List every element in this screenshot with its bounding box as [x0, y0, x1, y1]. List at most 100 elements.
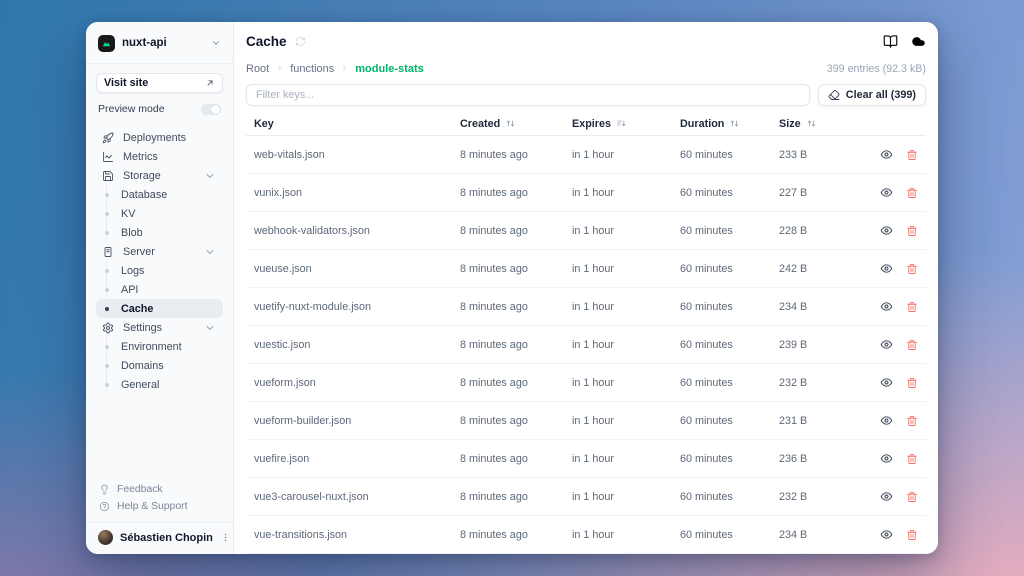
project-selector[interactable]: nuxt-api [96, 30, 223, 56]
delete-entry-button[interactable] [906, 377, 918, 389]
cell-size: 232 B [779, 490, 808, 503]
sidebar-item-label: General [121, 378, 160, 391]
sidebar-item-settings[interactable]: Settings [96, 318, 223, 337]
cell-created: 8 minutes ago [460, 414, 528, 427]
cell-expires: in 1 hour [572, 262, 615, 275]
cloud-icon[interactable] [911, 34, 926, 49]
view-entry-button[interactable] [880, 528, 893, 541]
cell-duration: 60 minutes [680, 300, 733, 313]
sidebar-item-label: Storage [123, 169, 161, 182]
sidebar-item-blob[interactable]: Blob [96, 223, 223, 242]
row-actions [866, 300, 926, 313]
cell-size: 232 B [779, 376, 808, 389]
sort-updown-icon[interactable] [729, 118, 740, 129]
cell-duration: 60 minutes [680, 224, 733, 237]
sidebar-footer-feedback[interactable]: Feedback [96, 481, 223, 498]
breadcrumb-module-stats[interactable]: module-stats [355, 62, 424, 75]
chevron-down-icon [211, 38, 221, 48]
docs-book-icon[interactable] [883, 34, 898, 49]
clear-all-button[interactable]: Clear all (399) [817, 83, 926, 106]
cell-size: 242 B [779, 262, 808, 275]
table-row[interactable]: vunix.json 8 minutes ago in 1 hour 60 minut… [246, 174, 926, 212]
sidebar-item-server[interactable]: Server [96, 242, 223, 261]
view-entry-button[interactable] [880, 490, 893, 503]
preview-mode-toggle[interactable] [201, 103, 221, 115]
row-actions [866, 376, 926, 389]
cell-key: vuetify-nuxt-module.json [254, 300, 372, 313]
cell-size: 234 B [779, 528, 808, 541]
table-row[interactable]: vuetify-nuxt-module.json 8 minutes ago in … [246, 288, 926, 326]
view-entry-button[interactable] [880, 338, 893, 351]
sort-bars-icon[interactable] [616, 118, 627, 129]
entries-summary: 399 entries (92.3 kB) [826, 62, 926, 75]
column-label: Created [460, 117, 501, 130]
cell-created: 8 minutes ago [460, 338, 528, 351]
table-row[interactable]: vue3-carousel-nuxt.json 8 minutes ago in 1… [246, 478, 926, 516]
table-row[interactable]: web-vitals.json 8 minutes ago in 1 hour 60 … [246, 136, 926, 174]
table-row[interactable]: vueuse.json 8 minutes ago in 1 hour 60 minu… [246, 250, 926, 288]
cell-created: 8 minutes ago [460, 224, 528, 237]
sort-updown-icon[interactable] [505, 118, 516, 129]
view-entry-button[interactable] [880, 224, 893, 237]
view-entry-button[interactable] [880, 186, 893, 199]
header-actions [883, 34, 926, 49]
view-entry-button[interactable] [880, 148, 893, 161]
breadcrumb-root[interactable]: Root [246, 62, 270, 75]
delete-entry-button[interactable] [906, 225, 918, 237]
delete-entry-button[interactable] [906, 301, 918, 313]
user-menu[interactable]: Sébastien Chopin [86, 522, 233, 554]
sidebar-item-cache[interactable]: Cache [96, 299, 223, 318]
sidebar-item-environment[interactable]: Environment [96, 337, 223, 356]
table-row[interactable]: vue-transitions.json 8 minutes ago in 1 ho… [246, 516, 926, 554]
delete-entry-button[interactable] [906, 529, 918, 541]
sidebar-item-label: API [121, 283, 139, 296]
refresh-icon[interactable] [295, 36, 306, 47]
delete-entry-button[interactable] [906, 415, 918, 427]
sidebar-item-domains[interactable]: Domains [96, 356, 223, 375]
cell-size: 231 B [779, 414, 808, 427]
delete-entry-button[interactable] [906, 187, 918, 199]
kebab-menu-icon[interactable] [220, 532, 231, 543]
sort-updown-icon[interactable] [806, 118, 817, 129]
cell-expires: in 1 hour [572, 376, 615, 389]
sidebar-item-metrics[interactable]: Metrics [96, 147, 223, 166]
chart-icon [102, 151, 115, 163]
visit-site-button[interactable]: Visit site [96, 73, 223, 93]
column-header-expires: Expires [564, 118, 672, 130]
breadcrumb-functions[interactable]: functions [290, 62, 335, 75]
view-entry-button[interactable] [880, 300, 893, 313]
view-entry-button[interactable] [880, 414, 893, 427]
cell-created: 8 minutes ago [460, 186, 528, 199]
delete-entry-button[interactable] [906, 339, 918, 351]
table-row[interactable]: vueform.json 8 minutes ago in 1 hour 60 min… [246, 364, 926, 402]
cell-duration: 60 minutes [680, 528, 733, 541]
view-entry-button[interactable] [880, 262, 893, 275]
view-entry-button[interactable] [880, 376, 893, 389]
delete-entry-button[interactable] [906, 149, 918, 161]
cell-expires: in 1 hour [572, 148, 615, 161]
sidebar-item-kv[interactable]: KV [96, 204, 223, 223]
sidebar-item-general[interactable]: General [96, 375, 223, 394]
chevron-down-icon [204, 322, 217, 334]
cell-key: vueform.json [254, 376, 316, 389]
sidebar-item-storage[interactable]: Storage [96, 166, 223, 185]
gear-icon [102, 322, 115, 334]
sidebar-item-database[interactable]: Database [96, 185, 223, 204]
sidebar-item-api[interactable]: API [96, 280, 223, 299]
sidebar-item-label: Domains [121, 359, 164, 372]
filter-keys-input[interactable] [246, 83, 810, 106]
table-row[interactable]: vueform-builder.json 8 minutes ago in 1 ho… [246, 402, 926, 440]
view-entry-button[interactable] [880, 452, 893, 465]
table-row[interactable]: vuefire.json 8 minutes ago in 1 hour 60 min… [246, 440, 926, 478]
sidebar-item-label: KV [121, 207, 136, 220]
delete-entry-button[interactable] [906, 263, 918, 275]
cell-duration: 60 minutes [680, 262, 733, 275]
sidebar-item-deployments[interactable]: Deployments [96, 128, 223, 147]
cell-expires: in 1 hour [572, 490, 615, 503]
table-row[interactable]: vuestic.json 8 minutes ago in 1 hour 60 min… [246, 326, 926, 364]
delete-entry-button[interactable] [906, 491, 918, 503]
table-row[interactable]: webhook-validators.json 8 minutes ago in 1… [246, 212, 926, 250]
delete-entry-button[interactable] [906, 453, 918, 465]
sidebar-item-logs[interactable]: Logs [96, 261, 223, 280]
sidebar-footer-help-support[interactable]: Help & Support [96, 498, 223, 515]
